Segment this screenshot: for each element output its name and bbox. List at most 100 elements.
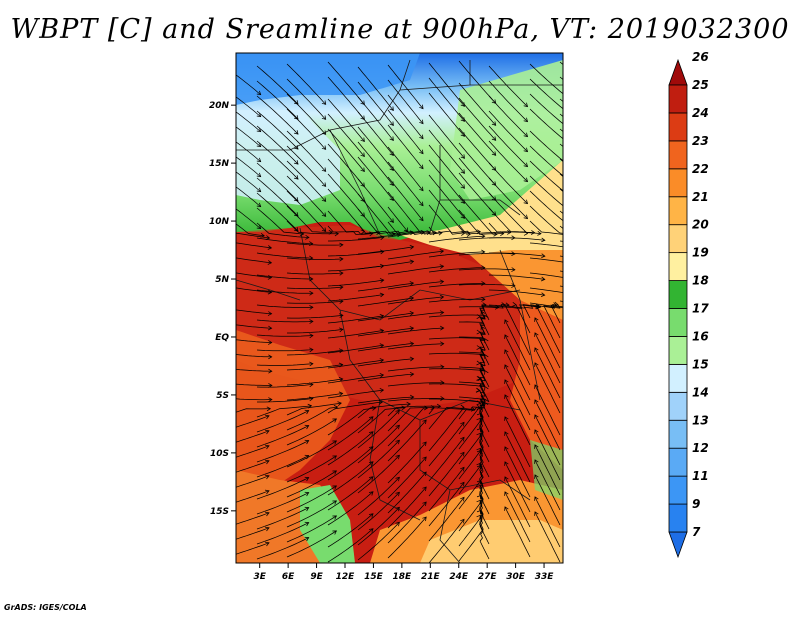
lon-tick-label: 12E [336, 572, 356, 582]
streamline-arrow [332, 500, 337, 505]
streamline [327, 513, 374, 548]
streamline [357, 156, 394, 201]
streamline [428, 497, 465, 542]
streamline-arrow [409, 371, 415, 377]
streamline [428, 519, 465, 563]
streamline [327, 491, 374, 526]
streamlines [236, 60, 605, 563]
streamline [479, 326, 490, 366]
streamline-arrow [476, 314, 481, 320]
streamline-arrow [380, 235, 385, 240]
streamline [256, 237, 313, 245]
streamline-arrow [309, 305, 314, 310]
streamline [458, 209, 504, 235]
colorbar-bin [668, 58, 688, 86]
streamline [387, 501, 427, 544]
streamline-arrow [309, 361, 314, 367]
streamline [236, 156, 261, 177]
streamline-arrow [577, 304, 581, 308]
streamline [357, 522, 400, 561]
colorbar-label: 11 [692, 469, 709, 483]
streamline [256, 192, 299, 232]
streamline-arrow [511, 283, 516, 288]
streamline [256, 304, 313, 308]
streamline-arrow [568, 112, 572, 116]
streamline-arrow [476, 464, 482, 470]
streamline [559, 113, 563, 118]
field-sw-green [300, 485, 355, 563]
streamline [428, 204, 471, 235]
streamline [256, 177, 299, 217]
streamline-arrow [419, 216, 424, 222]
streamline-arrow [534, 347, 539, 352]
streamline-arrow [476, 479, 482, 485]
streamline-arrow [368, 476, 374, 481]
streamline-arrow [480, 363, 485, 368]
streamline-arrow [264, 474, 270, 480]
streamline-arrow [360, 137, 365, 143]
streamline [327, 225, 380, 235]
streamline [256, 363, 313, 366]
streamline [327, 98, 365, 142]
streamline-arrow [379, 249, 385, 255]
streamline [523, 304, 557, 319]
streamline-arrow [534, 332, 539, 337]
streamline-arrow [460, 451, 465, 457]
streamline-arrow [523, 147, 529, 153]
colorbar-label: 9 [692, 497, 700, 511]
streamline [529, 145, 563, 177]
colorbar-bin [668, 84, 688, 114]
streamline-arrow [389, 106, 394, 111]
streamline [286, 220, 339, 235]
streamline-arrow [395, 476, 400, 482]
colorbar-label: 19 [692, 246, 709, 260]
streamline-arrow [339, 242, 344, 248]
streamline-arrow [304, 424, 310, 430]
streamline-arrow [491, 151, 497, 156]
streamline-arrow [501, 302, 506, 308]
streamline-arrow [369, 231, 374, 237]
streamline [286, 455, 337, 483]
streamline [357, 477, 400, 516]
streamline [327, 344, 384, 354]
streamline-arrow [294, 160, 299, 165]
streamline-arrow [294, 212, 299, 217]
streamline [286, 485, 337, 513]
streamline [504, 416, 531, 468]
streamline-arrow [504, 476, 509, 481]
colorbar-label: 14 [692, 385, 709, 399]
streamline [428, 437, 465, 482]
streamline-arrow [481, 296, 486, 302]
streamline-arrow [256, 172, 262, 178]
streamline-arrow [339, 327, 344, 333]
streamline-arrow [601, 189, 605, 193]
streamline [327, 251, 384, 257]
streamline [479, 495, 490, 545]
streamline [236, 490, 270, 503]
lat-tick-label: 15S [210, 507, 229, 517]
streamline-arrow [409, 341, 415, 347]
streamline-arrow [540, 292, 546, 298]
streamline [327, 330, 384, 339]
streamline-arrow [601, 204, 605, 208]
streamline-arrow [601, 219, 605, 223]
colorbar-bin [668, 308, 688, 337]
streamline-arrow [484, 385, 489, 391]
streamline-arrow [568, 209, 572, 213]
streamline-arrow [422, 501, 427, 507]
streamline-arrow [422, 456, 427, 462]
streamline [327, 128, 365, 172]
lat-tick-label: 15N [209, 159, 230, 169]
streamline-arrow [409, 311, 415, 316]
streamline [559, 210, 563, 215]
streamline-arrow [375, 230, 381, 235]
streamline [387, 441, 427, 484]
streamline [387, 407, 428, 447]
streamline [286, 515, 337, 543]
streamline-arrow [540, 276, 546, 282]
colorbar-label: 7 [692, 525, 701, 539]
streamline-arrow [395, 424, 400, 430]
colorbar-bin [668, 280, 688, 309]
streamline [479, 401, 490, 448]
streamline-arrow [439, 294, 445, 300]
